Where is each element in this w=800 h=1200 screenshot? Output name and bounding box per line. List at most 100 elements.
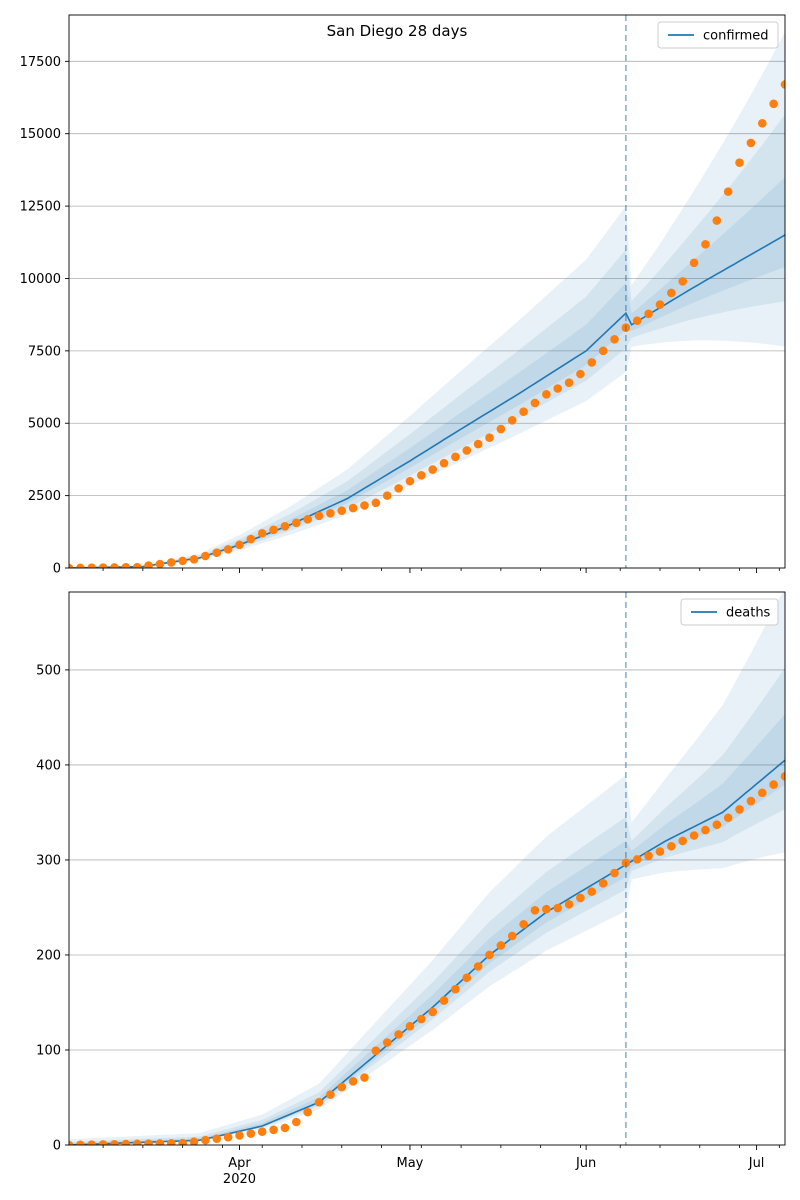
observed-point [394,1030,403,1039]
observed-point [417,471,426,480]
model-line [69,234,785,568]
observed-point [701,825,710,835]
observed-point [292,1117,301,1127]
observed-point [98,1140,108,1145]
observed-point [587,887,597,896]
observed-point [451,984,460,994]
observed-point [644,851,653,861]
ytick-label: 12500 [20,200,61,215]
observed-point [212,548,222,557]
xaxis-year-label: 2020 [223,1172,256,1187]
axes-frame [68,14,786,569]
observed-point [553,903,562,913]
legend-label: deaths [726,606,771,621]
observed-point [76,563,85,568]
observed-point [394,484,403,493]
observed-point [189,1137,199,1145]
observed-point [689,831,699,840]
observed-point [69,1140,74,1145]
xtick-label: Apr [228,1156,251,1171]
observed-point [712,216,722,225]
observed-point [644,309,653,319]
observed-point [564,899,574,909]
observed-point [723,813,733,823]
observed-point [667,288,676,298]
deaths-panel: 0 100 200 300 400 500 Apr May Jun Jul 2020 deaths [36,591,786,1187]
observed-point [235,540,244,550]
observed-point [371,1046,381,1055]
observed-point [473,439,483,449]
observed-point [269,525,278,535]
observed-point [780,80,785,89]
xtick-label: Jun [575,1156,596,1171]
observed-point [303,1107,312,1117]
observed-point [598,879,608,888]
observed-point [507,416,517,425]
ytick-label: 15000 [20,127,61,142]
observed-point [769,99,778,109]
observed-point [712,820,722,829]
observed-point [701,240,710,249]
observed-point [360,1073,369,1082]
observed-point [121,1139,131,1145]
observed-point [201,1135,210,1145]
observed-point [519,919,528,929]
observed-point [462,446,472,455]
observed-point [769,780,778,789]
observed-point [542,904,551,914]
observed-point [337,1082,347,1092]
observed-point [610,868,619,878]
observed-point [166,558,176,567]
observed-point [246,1129,256,1138]
observed-point [598,346,608,356]
observed-point [69,563,74,568]
observed-point [371,498,381,508]
xtick-label: May [397,1156,424,1171]
legend-label: confirmed [703,29,769,44]
plot-area [69,592,785,1145]
observed-point [121,562,131,568]
legend-box [680,598,779,626]
observed-point [655,300,665,309]
figure-title: San Diego 28 days [327,22,468,40]
observed-point [610,334,619,344]
observed-point [155,559,165,568]
observed-point [382,1038,392,1047]
observed-point [723,187,733,196]
observed-point [405,476,415,486]
observed-point [462,973,472,983]
observed-point [439,458,449,468]
xtick-label: Jul [748,1156,765,1171]
ytick-label: 0 [53,562,61,577]
observed-point [189,555,199,564]
observed-point [235,1131,244,1140]
axes-frame [68,591,786,1146]
observed-point [110,563,119,568]
observed-point [166,1138,176,1145]
ytick-label: 200 [36,948,61,963]
observed-point [201,551,210,561]
observed-point [632,316,642,326]
uncertainty-band [69,667,785,1145]
observed-point [360,501,369,510]
model-line [69,759,785,1145]
plot-area [69,32,785,568]
observed-point [326,508,335,518]
confirmed-panel: 0 2500 5000 7500 10000 12500 15000 17500 confirm… [20,14,786,577]
ytick-label: 400 [36,758,61,773]
observed-point [485,950,494,960]
observed-point [735,158,744,167]
observed-point [689,258,699,268]
observed-point [496,424,506,434]
observed-point [144,1139,153,1145]
observed-point [530,398,540,408]
observed-point [87,1140,97,1145]
observed-point [348,503,358,513]
legend: confirmed [657,21,779,49]
observed-point [382,491,392,500]
legend-box [657,21,779,49]
observed-point [326,1090,335,1099]
observed-point [110,1139,119,1145]
observed-point [155,1139,165,1145]
